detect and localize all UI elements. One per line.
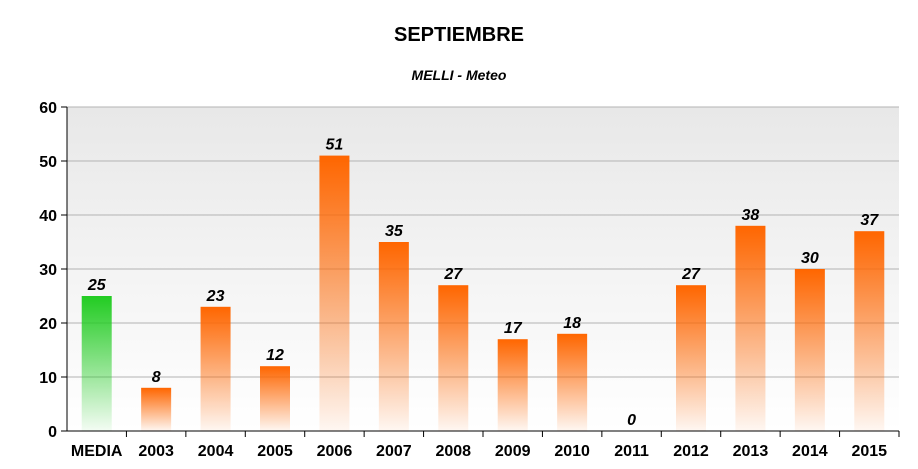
data-label-2008: 27	[443, 266, 463, 283]
chart-subtitle: MELLI - Meteo	[412, 67, 507, 83]
x-tick-label-2014: 2014	[792, 443, 828, 460]
x-tick-label-2011: 2011	[614, 443, 649, 460]
data-label-2003: 8	[152, 369, 161, 386]
data-label-2010: 18	[563, 315, 581, 332]
data-label-2012: 27	[681, 266, 701, 283]
data-label-2015: 37	[860, 212, 879, 229]
data-label-2006: 51	[326, 137, 344, 154]
data-label-MEDIA: 25	[87, 277, 107, 294]
x-tick-label-2015: 2015	[851, 443, 887, 460]
y-tick-label: 40	[39, 208, 57, 225]
bar-MEDIA	[81, 296, 112, 431]
bar-2014	[794, 269, 825, 431]
x-tick-label-2007: 2007	[376, 443, 412, 460]
data-label-2013: 38	[742, 207, 760, 224]
x-tick-label-2003: 2003	[138, 443, 174, 460]
x-tick-label-MEDIA: MEDIA	[71, 443, 123, 460]
y-tick-label: 30	[39, 262, 57, 279]
bar-2009	[497, 339, 528, 431]
x-tick-label-2013: 2013	[733, 443, 769, 460]
data-label-2005: 12	[266, 347, 284, 364]
x-tick-label-2005: 2005	[257, 443, 293, 460]
x-tick-label-2010: 2010	[554, 443, 590, 460]
bar-2013	[735, 225, 766, 431]
y-tick-label: 0	[48, 424, 57, 441]
data-label-2011: 0	[627, 412, 636, 429]
data-label-2007: 35	[385, 223, 404, 240]
y-axis-ticks: 0 10 20 30 40 50 60	[39, 100, 57, 441]
chart-title: SEPTIEMBRE	[394, 24, 524, 46]
x-axis-ticks: MEDIA 2003 2004 2005 2006 2007 2008 2009 2010 201…	[71, 443, 887, 460]
axes	[61, 106, 900, 437]
bar-2015	[854, 231, 885, 431]
data-label-2009: 17	[504, 320, 523, 337]
x-tick-label-2008: 2008	[435, 443, 471, 460]
y-tick-label: 50	[39, 154, 57, 171]
x-tick-label-2006: 2006	[317, 443, 353, 460]
data-labels: 25 8 23 12 51 35 27 17 18 0 27 38 30 37	[87, 137, 879, 429]
bar-2007	[378, 242, 409, 431]
x-tick-label-2004: 2004	[198, 443, 234, 460]
y-tick-label: 60	[39, 100, 57, 117]
bar-2005	[260, 366, 290, 431]
bar-2010	[557, 333, 588, 431]
y-tick-label: 10	[39, 370, 57, 387]
x-tick-label-2009: 2009	[495, 443, 531, 460]
data-label-2004: 23	[206, 288, 225, 305]
bar-2012	[676, 285, 706, 431]
x-tick-label-2012: 2012	[673, 443, 709, 460]
bar-2006	[319, 155, 350, 431]
bar-2004	[200, 306, 231, 431]
bars	[81, 155, 885, 431]
bar-2003	[141, 387, 172, 431]
y-tick-label: 20	[39, 316, 57, 333]
data-label-2014: 30	[801, 250, 819, 267]
bar-2008	[438, 285, 469, 431]
